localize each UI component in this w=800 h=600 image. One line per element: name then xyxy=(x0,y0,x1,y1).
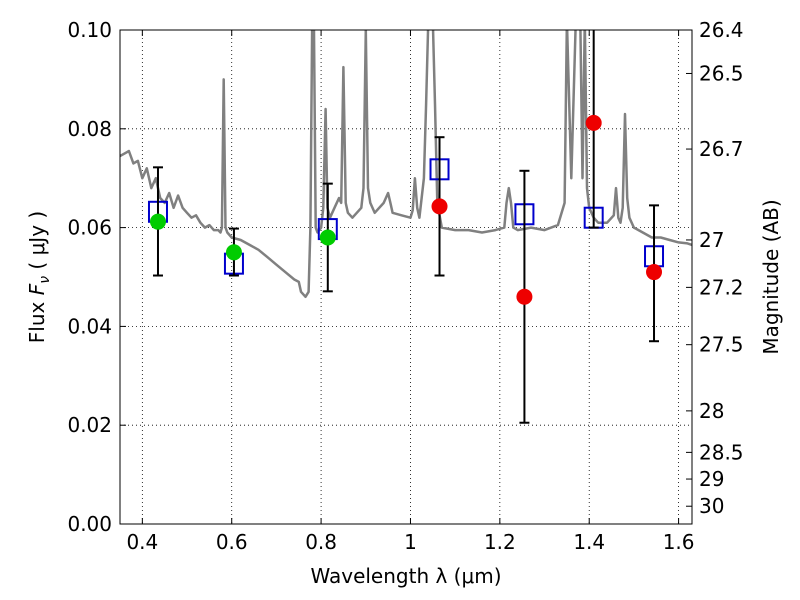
y-tick-label: 0.00 xyxy=(67,512,112,536)
observed-flux-point xyxy=(516,288,533,305)
x-tick-label: 0.4 xyxy=(126,530,158,554)
x-tick-label: 1 xyxy=(404,530,417,554)
model-spectrum-line xyxy=(120,30,692,299)
observed-flux-point xyxy=(225,244,242,261)
y2-tick-label: 27 xyxy=(699,228,724,252)
x-tick-label: 0.6 xyxy=(216,530,248,554)
observed-flux-point xyxy=(646,264,663,281)
x-tick-label: 0.8 xyxy=(305,530,337,554)
x-tick-label: 1.6 xyxy=(663,530,695,554)
y2-tick-label: 30 xyxy=(699,494,724,518)
y2-tick-label: 27.2 xyxy=(699,275,744,299)
y-tick-label: 0.06 xyxy=(67,216,112,240)
y2-tick-label: 29 xyxy=(699,467,724,491)
x-tick-label: 1.4 xyxy=(573,530,605,554)
observed-flux-point xyxy=(431,198,448,215)
data-marks xyxy=(120,30,692,424)
x-axis-label: Wavelength λ (μm) xyxy=(310,564,501,588)
observed-flux-point xyxy=(149,213,166,230)
y-tick-label: 0.04 xyxy=(67,314,112,338)
y2-axis-label: Magnitude (AB) xyxy=(759,199,783,354)
y-tick-label: 0.02 xyxy=(67,413,112,437)
x-tick-label: 1.2 xyxy=(484,530,516,554)
axis-ticks: 0.4 0.6 0.8 1 1.2 1.4 1.6 0.00 0.02 0.04 0.06 0.08 0… xyxy=(67,18,743,554)
observed-flux-point xyxy=(319,229,336,246)
y2-tick-label: 28.5 xyxy=(699,440,744,464)
y2-tick-label: 26.7 xyxy=(699,137,744,161)
plot-frame xyxy=(119,29,693,525)
y2-tick-label: 26.4 xyxy=(699,18,744,42)
y-tick-label: 0.08 xyxy=(67,117,112,141)
y2-tick-label: 26.5 xyxy=(699,61,744,85)
y-axis-label: Flux Fν ( μJy ) xyxy=(25,211,53,343)
y2-tick-label: 28 xyxy=(699,399,724,423)
y-tick-label: 0.10 xyxy=(67,18,112,42)
observed-flux-point xyxy=(585,114,602,131)
y2-tick-label: 27.5 xyxy=(699,333,744,357)
